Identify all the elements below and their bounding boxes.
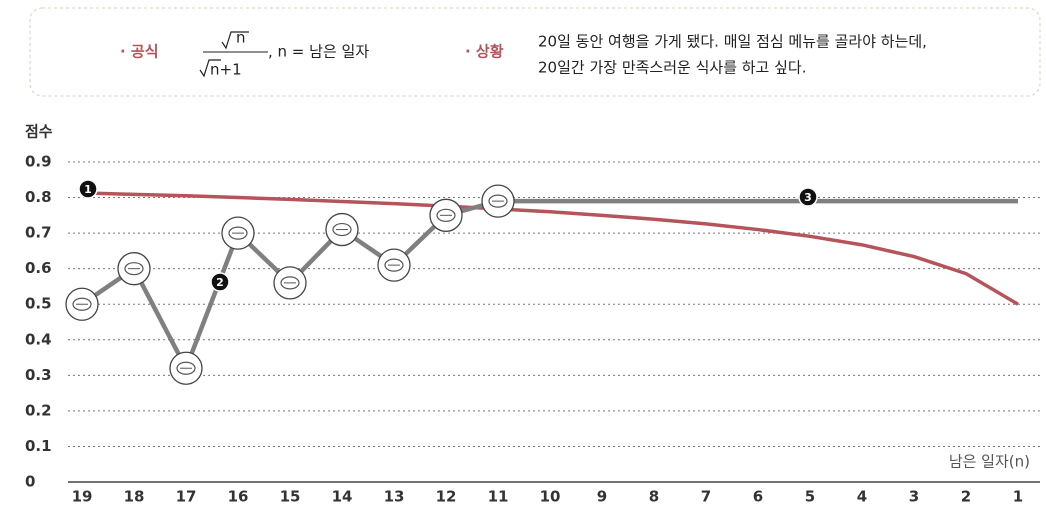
icon-glyph — [332, 222, 352, 237]
denominator: n+1 — [210, 61, 242, 79]
x-tick-label: 1 — [1013, 488, 1023, 506]
y-tick-label: 0.4 — [25, 330, 52, 348]
numerator: n — [236, 29, 246, 47]
badge — [798, 187, 818, 207]
badge-text: 1 — [84, 183, 92, 196]
x-tick-label: 2 — [961, 488, 971, 506]
y-tick-label: 0.9 — [25, 153, 52, 171]
x-tick-label: 18 — [124, 488, 145, 506]
x-tick-label: 13 — [384, 488, 405, 506]
y-tick-label: 0.8 — [25, 188, 52, 206]
x-tick-label: 19 — [72, 488, 93, 506]
icon-glyph — [72, 297, 92, 311]
x-tick-label: 10 — [540, 488, 561, 506]
icon-glyph — [228, 226, 248, 240]
icon-glyph — [436, 208, 456, 222]
x-tick-label: 14 — [332, 488, 353, 506]
x-tick-label: 7 — [701, 488, 711, 506]
badge — [78, 179, 98, 199]
y-tick-label: 0.2 — [25, 401, 52, 419]
situation-line: 20일 동안 여행을 가게 됐다. 매일 점심 메뉴를 골라야 하는데, — [538, 33, 927, 51]
icon-glyph — [280, 276, 300, 290]
x-tick-label: 9 — [597, 488, 607, 506]
y-tick-label: 0.3 — [25, 366, 52, 384]
x-tick-label: 15 — [280, 488, 301, 506]
x-tick-label: 4 — [857, 488, 867, 506]
situation-line: 20일간 가장 만족스러운 식사를 하고 싶다. — [538, 59, 807, 77]
x-tick-label: 17 — [176, 488, 197, 506]
x-tick-label: 5 — [805, 488, 815, 506]
radical — [199, 59, 221, 78]
x-axis-label: 남은 일자(n) — [949, 453, 1030, 471]
icon-glyph — [124, 262, 144, 276]
series-line — [81, 191, 1019, 306]
x-tick-label: 16 — [228, 488, 249, 506]
y-tick-label: 0.5 — [25, 295, 52, 313]
x-tick-label: 6 — [753, 488, 763, 506]
radical — [221, 31, 249, 50]
y-tick-label: 0.7 — [25, 224, 52, 242]
icon-glyph — [384, 258, 404, 272]
header-box — [29, 7, 1041, 97]
x-tick-label: 12 — [436, 488, 457, 506]
y-axis-label: 점수 — [25, 123, 53, 141]
x-tick-label: 11 — [488, 488, 509, 506]
badge-text: 2 — [216, 276, 224, 289]
situation-label: · 상황 — [465, 43, 504, 61]
formula-note: , n = 남은 일자 — [268, 43, 369, 61]
y-tick-label: 0 — [25, 473, 35, 491]
icon-glyph — [176, 361, 196, 375]
badge-text: 3 — [804, 191, 812, 204]
icon-glyph — [488, 194, 508, 208]
formula-label: · 공식 — [120, 43, 159, 61]
badge — [210, 272, 230, 292]
y-tick-label: 0.6 — [25, 259, 52, 277]
x-tick-label: 8 — [649, 488, 659, 506]
y-tick-label: 0.1 — [25, 437, 52, 455]
x-tick-label: 3 — [909, 488, 919, 506]
